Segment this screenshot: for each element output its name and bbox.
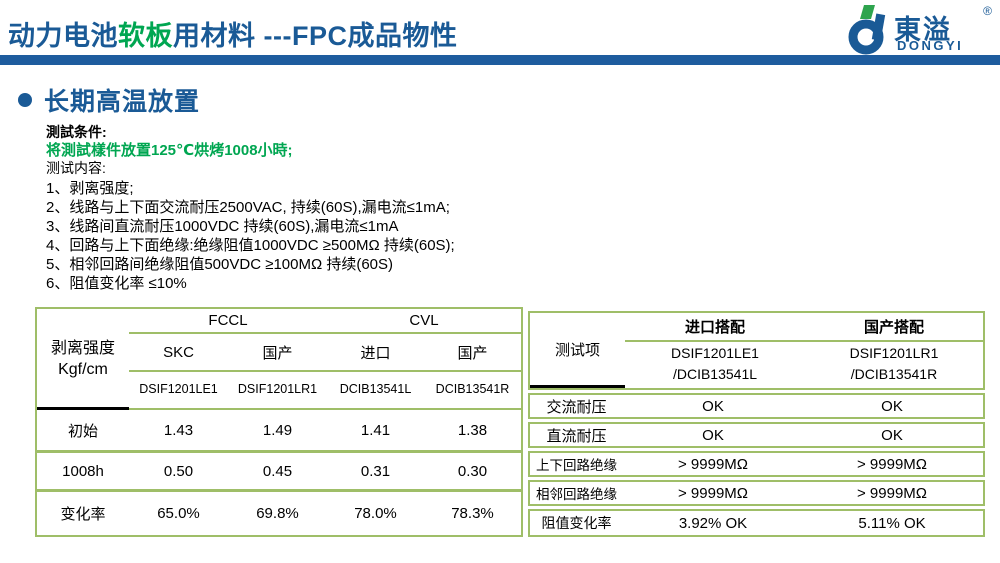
row-value: 0.50 [163,462,194,480]
table-row: 相邻回路绝缘 > 9999MΩ > 9999MΩ [528,480,985,506]
rtable-black-line [530,385,625,388]
group-header-fccl: FCCL [208,312,248,329]
rtable-col2-codes: DSIF1201LR1 /DCIB13541R [805,342,983,386]
section-title: 长期高温放置 [44,88,201,116]
group-header-cvl: CVL [409,312,439,329]
bullet-icon [18,93,32,107]
peel-corner-line2: Kgf/cm [58,360,108,378]
test-item-5: 5、相邻回路间绝缘阻值500VDC ≥100MΩ 持续(60S) [46,256,394,273]
header-divider-bar [0,55,1000,65]
subheader-domestic1: 国产 [262,344,293,362]
logo-text-cn: 東溢 [894,15,952,45]
table-row: 阻值变化率 3.92% OK 5.11% OK [528,509,985,537]
test-condition-label: 測試条件: [46,124,107,140]
test-item-6: 6、阻值变化率 ≤10% [46,275,187,292]
row-value: OK [881,397,903,415]
table-row: 变化率 65.0% 69.8% 78.0% 78.3% [37,492,521,535]
electrical-test-table: 测试项 进口搭配 国产搭配 DSIF1201LE1 /DCIB13541L DS… [528,311,985,537]
row-value: 1.41 [360,421,391,439]
rtable-col2-code2: /DCIB13541R [850,366,938,382]
ltable-header-line2 [129,370,521,372]
logo-text-en: DONGYI [897,38,964,53]
row-value: 5.11% OK [858,514,926,532]
test-item-3: 3、线路间直流耐压1000VDC 持续(60S),漏电流≤1mA [46,218,399,235]
code-cell-1: DSIF1201LE1 [139,382,218,396]
rtable-col1-header: 进口搭配 [684,319,745,336]
row-value: 3.92% OK [678,514,748,532]
test-condition-highlight: 将測試樣件放置125℃烘烤1008小時; [46,142,293,159]
ltable-header-line3 [129,408,521,410]
test-content-label: 测试内容: [46,160,106,176]
table-row: 初始 1.43 1.49 1.41 1.38 [37,410,521,450]
row-label: 交流耐压 [546,398,607,416]
code-cell-4: DCIB13541R [435,382,510,396]
row-label: 变化率 [60,506,106,523]
title-part-green: 软板 [118,21,173,51]
row-value: > 9999MΩ [677,484,748,502]
row-value: 78.0% [354,505,397,522]
title-part-blue1: 动力电池 [8,21,118,51]
rtable-col2-code1: DSIF1201LR1 [849,345,939,361]
ltable-black-line [37,407,129,410]
subheader-domestic2: 国产 [457,344,488,362]
table-row: 交流耐压 OK OK [528,393,985,419]
row-value: 78.3% [451,505,494,522]
rtable-corner-cell: 测试项 [554,341,600,359]
test-item-4: 4、回路与上下面绝缘:绝缘阻值1000VDC ≥500MΩ 持续(60S); [46,237,455,254]
row-label: 初始 [67,422,98,440]
table-row: 直流耐压 OK OK [528,422,985,448]
row-value: > 9999MΩ [856,484,927,502]
row-value: 1.43 [163,421,194,439]
row-value: OK [702,397,724,415]
row-value: 1.49 [262,421,293,439]
row-label: 相邻回路绝缘 [536,487,617,502]
title-part-blue2: 用材料 ---FPC成品物性 [173,21,458,51]
test-item-2: 2、线路与上下面交流耐压2500VAC, 持续(60S),漏电流≤1mA; [46,199,450,216]
row-value: 0.30 [457,462,488,480]
row-value: OK [702,426,724,444]
rtable-col1-codes: DSIF1201LE1 /DCIB13541L [625,342,805,386]
peel-corner-cell: 剥离强度 Kgf/cm [37,309,129,408]
row-value: 0.45 [262,462,293,480]
code-cell-3: DCIB13541L [339,382,412,396]
registered-mark: ® [983,4,992,18]
ltable-row-line2 [37,489,521,492]
rtable-col1-code2: /DCIB13541L [672,366,758,382]
row-label: 1008h [62,462,104,480]
row-value: 1.38 [457,421,488,439]
subheader-import: 进口 [360,344,391,362]
row-label: 直流耐压 [546,427,607,445]
row-value: 65.0% [157,505,200,522]
peel-strength-table: 剥离强度 Kgf/cm FCCL CVL SKC 国产 进口 国产 DSIF12… [35,307,523,537]
rtable-header-line [625,340,983,342]
ltable-header-line1 [129,332,521,334]
row-value: 0.31 [360,462,391,480]
table-row: 1008h 0.50 0.45 0.31 0.30 [37,453,521,489]
row-value: > 9999MΩ [677,455,748,473]
test-item-1: 1、剥离强度; [46,180,134,197]
ltable-row-line1 [37,450,521,453]
row-value: OK [881,426,903,444]
row-value: > 9999MΩ [856,455,927,473]
page-title: 动力电池软板用材料 ---FPC成品物性 [8,14,457,53]
rtable-header: 测试项 进口搭配 国产搭配 DSIF1201LE1 /DCIB13541L DS… [528,311,985,390]
code-cell-2: DSIF1201LR1 [237,382,318,396]
row-value: 69.8% [256,505,299,522]
company-logo: 東溢 ® DONGYI [844,4,994,56]
rtable-col2-header: 国产搭配 [863,319,924,336]
row-label: 上下回路绝缘 [536,458,617,473]
rtable-col1-code1: DSIF1201LE1 [671,345,759,361]
subheader-skc: SKC [163,343,194,361]
row-label: 阻值变化率 [541,515,612,531]
table-row: 上下回路绝缘 > 9999MΩ > 9999MΩ [528,451,985,477]
dongyi-logo-icon [848,5,886,55]
peel-corner-line1: 剥离强度 [50,339,115,357]
